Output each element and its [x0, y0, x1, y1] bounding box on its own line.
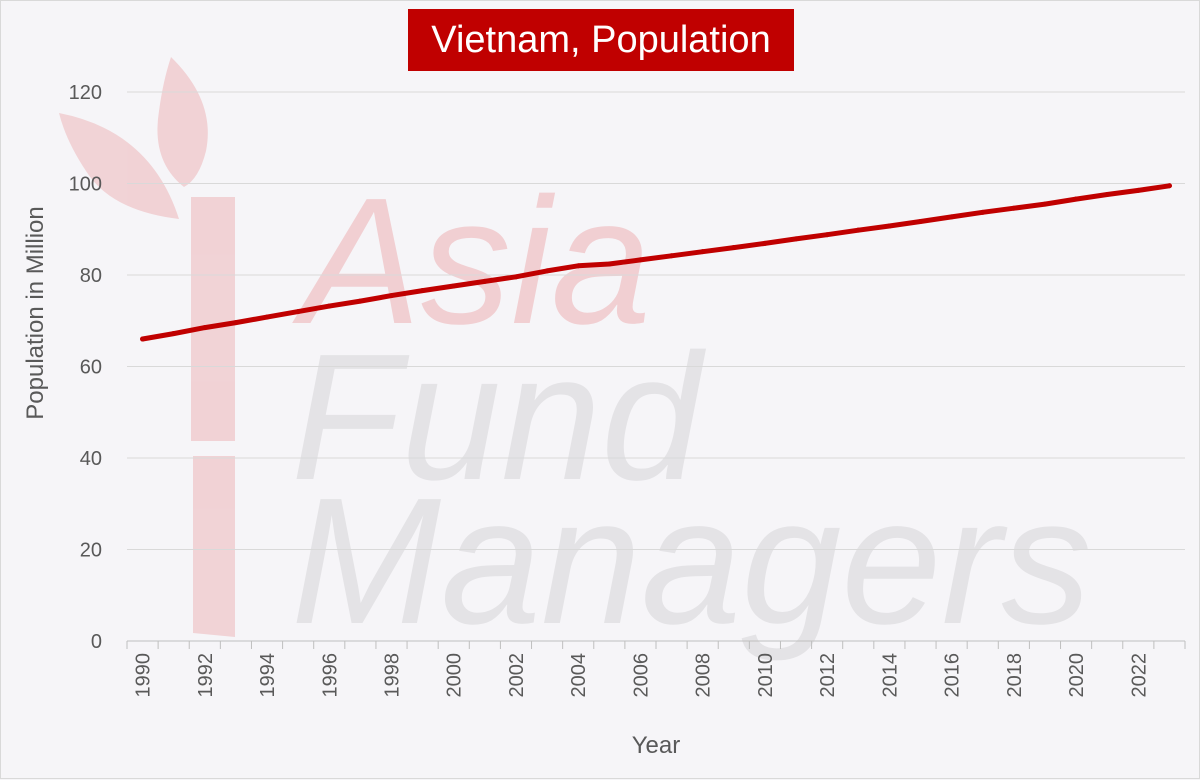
- watermark-word-asia: Asia: [292, 161, 651, 362]
- series-line-0: [140, 183, 1172, 342]
- y-axis-title: Population in Million: [22, 206, 49, 419]
- x-tick-label: 2004: [568, 653, 590, 698]
- data-point-1997: [357, 298, 363, 304]
- y-axis: 0 20 40 60 80 100 120: [69, 82, 102, 653]
- data-point-2009: [731, 245, 737, 251]
- x-tick-label: 2012: [817, 653, 839, 698]
- data-point-2022: [1135, 187, 1141, 193]
- y-tick-label: 120: [69, 82, 102, 104]
- x-tick-label: 2010: [755, 653, 777, 698]
- x-tick-label: 1996: [319, 653, 341, 698]
- watermark-leaf-right: [157, 57, 208, 187]
- data-point-1995: [295, 309, 301, 315]
- gridlines: [127, 91, 1185, 550]
- x-tick-label: 2006: [630, 653, 652, 698]
- data-point-2003: [544, 268, 550, 274]
- data-point-2011: [793, 236, 799, 242]
- y-tick-label: 100: [69, 174, 102, 196]
- data-point-2012: [824, 232, 830, 238]
- x-tick-label: 2014: [879, 653, 901, 698]
- x-tick-label: 2020: [1066, 653, 1088, 698]
- data-point-2019: [1042, 201, 1048, 207]
- data-point-2021: [1104, 191, 1110, 197]
- x-axis-title: Year: [632, 732, 681, 759]
- data-point-2000: [451, 283, 457, 289]
- data-point-2017: [980, 209, 986, 215]
- data-point-2008: [700, 249, 706, 255]
- data-point-1998: [389, 293, 394, 299]
- y-tick-label: 80: [80, 265, 102, 287]
- watermark-logo: [59, 57, 235, 637]
- data-point-1996: [326, 303, 332, 309]
- x-tick-label: 2000: [444, 653, 466, 698]
- y-tick-label: 40: [80, 448, 102, 470]
- x-tick-label: 1998: [382, 653, 404, 698]
- series-layer: [140, 183, 1172, 342]
- data-point-2004: [575, 263, 581, 269]
- x-tick-label: 2022: [1128, 653, 1150, 698]
- data-point-2013: [855, 227, 861, 233]
- data-point-2002: [513, 274, 519, 280]
- x-tick-label: 1992: [195, 653, 217, 698]
- x-tick-label: 2002: [506, 653, 528, 698]
- data-point-2016: [949, 214, 955, 220]
- data-point-2001: [482, 278, 488, 284]
- chart-title-box: Vietnam, Population: [408, 9, 794, 71]
- watermark-stem-lower: [193, 456, 235, 637]
- x-axis: 1990 1992 1994 1996 1998 2000 2002 2004 2006 2008…: [126, 640, 1186, 698]
- watermark-word-managers: Managers: [291, 461, 1091, 662]
- data-point-2015: [918, 218, 923, 224]
- data-point-1990: [140, 336, 146, 342]
- x-tick-label: 1990: [133, 653, 155, 698]
- data-point-2023: [1166, 183, 1172, 189]
- data-point-2007: [669, 253, 675, 259]
- data-point-1992: [202, 325, 208, 331]
- data-point-2006: [637, 257, 643, 263]
- data-point-1999: [420, 288, 426, 294]
- data-point-2020: [1073, 196, 1079, 202]
- data-point-1993: [233, 320, 239, 326]
- watermark-leaf-left: [59, 113, 179, 219]
- watermark-word-fund: Fund: [291, 317, 706, 518]
- data-point-2005: [606, 261, 612, 267]
- y-tick-label: 0: [91, 631, 102, 653]
- x-tick-label: 1994: [257, 653, 279, 698]
- data-point-2014: [886, 223, 892, 229]
- data-point-1991: [171, 331, 177, 337]
- watermark-text: Asia Fund Managers: [291, 161, 1091, 662]
- x-tick-label: 2016: [942, 653, 964, 698]
- y-tick-label: 20: [80, 540, 102, 562]
- data-point-2010: [762, 240, 768, 246]
- chart-title: Vietnam, Population: [431, 19, 771, 61]
- data-point-2018: [1011, 205, 1017, 211]
- x-tick-label: 2018: [1004, 653, 1026, 698]
- data-point-1994: [264, 314, 270, 320]
- watermark-stem-upper: [191, 197, 235, 441]
- x-tick-label: 2008: [693, 653, 715, 698]
- y-tick-label: 60: [80, 357, 102, 379]
